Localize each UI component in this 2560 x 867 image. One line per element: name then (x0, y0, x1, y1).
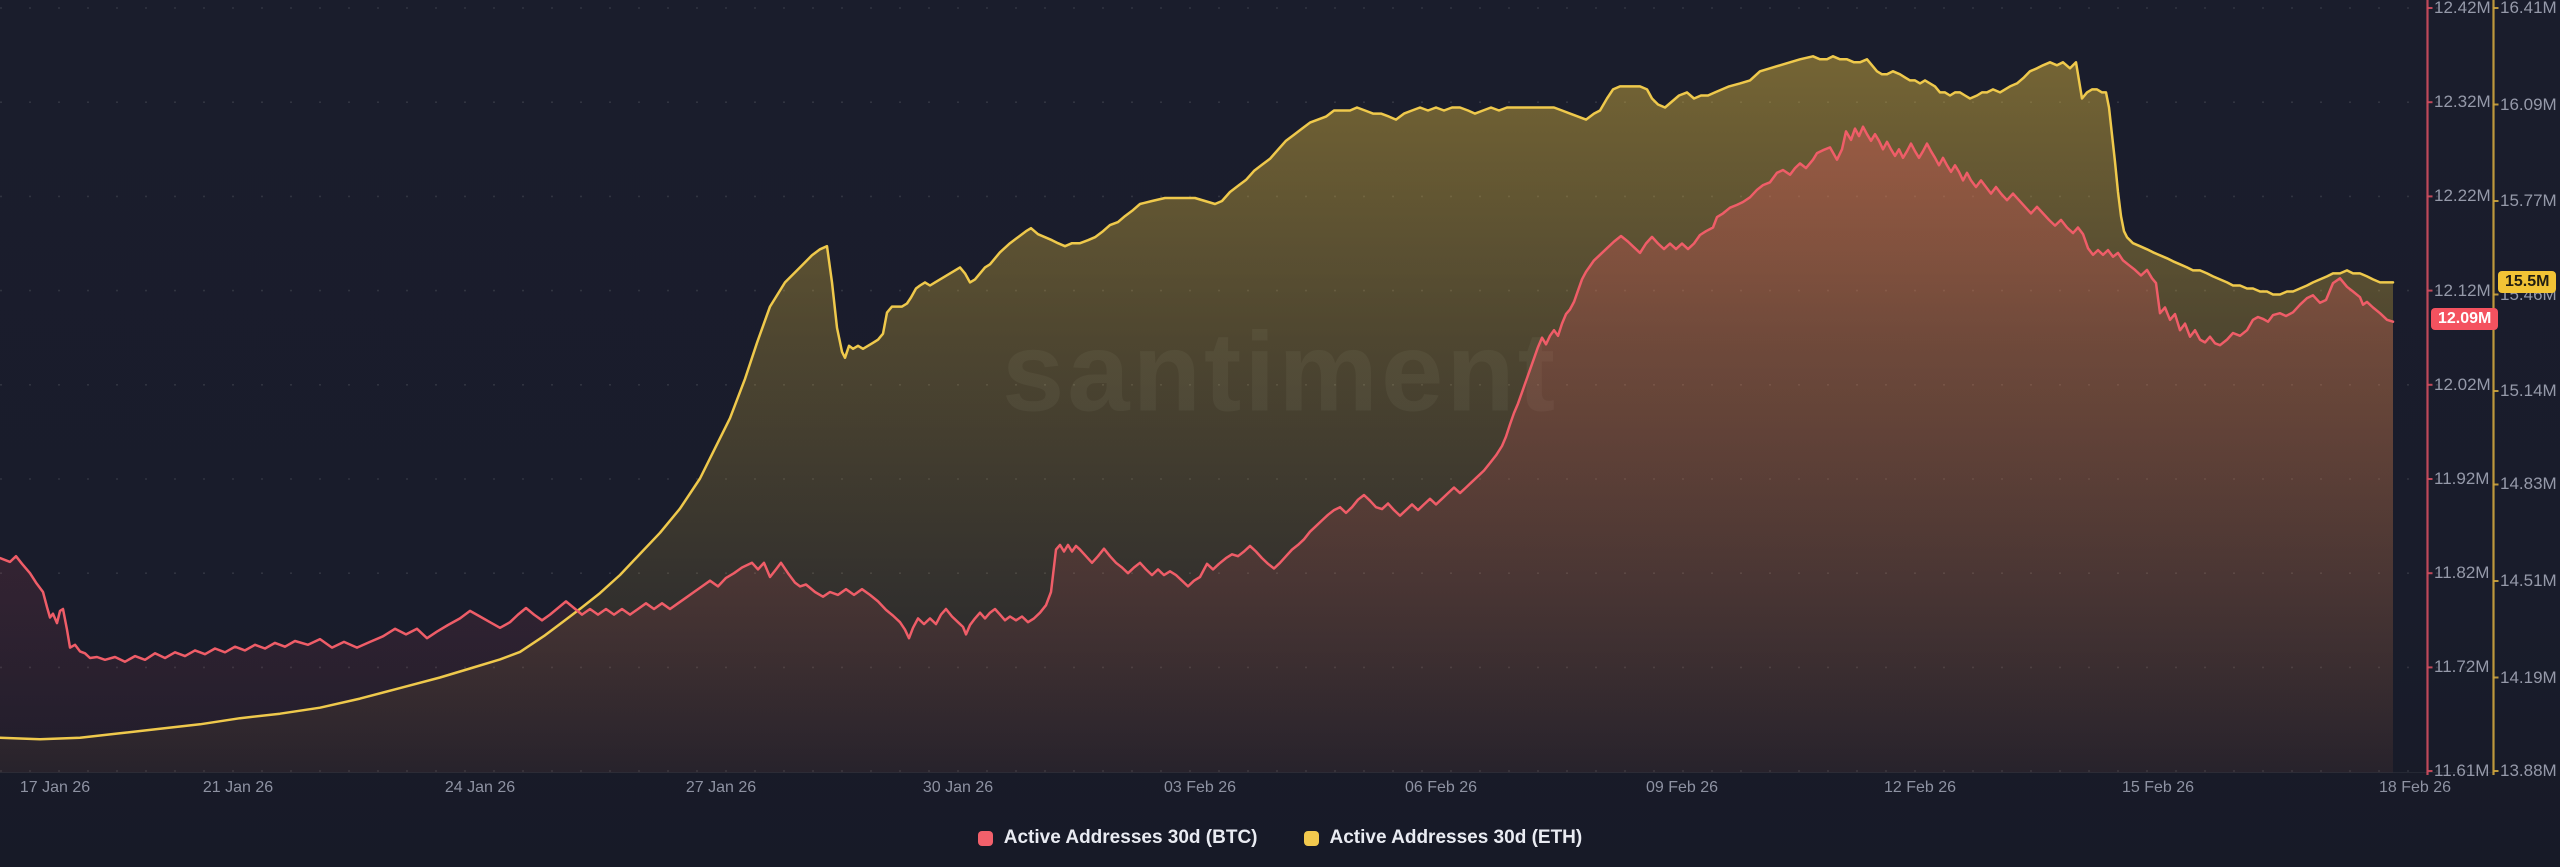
right-y-tick-label: 15.14M (2500, 381, 2557, 400)
date-tick-label: 12 Feb 26 (1883, 779, 1957, 796)
date-tick-label: 18 Feb 26 (2378, 779, 2452, 796)
date-tick-label: 27 Jan 26 (685, 779, 757, 796)
left-y-tick-label: 12.32M (2434, 92, 2491, 112)
btc-series-line (0, 125, 2395, 663)
legend-item-btc[interactable]: Active Addresses 30d (BTC) (977, 827, 1258, 849)
eth-series-line (0, 55, 2395, 741)
left-y-tick-label: 12.12M (2434, 280, 2491, 300)
left-y-tick-label: 11.72M (2434, 657, 2490, 677)
right-y-tick-label: 16.41M (2500, 0, 2557, 17)
eth-current-value-badge: 15.5M (2498, 271, 2557, 294)
date-tick-label: 09 Feb 26 (1645, 779, 1719, 796)
legend-label-btc: Active Addresses 30d (BTC) (1003, 827, 1258, 848)
legend: Active Addresses 30d (BTC) Active Addres… (0, 820, 2560, 856)
date-tick-label: 03 Feb 26 (1163, 779, 1237, 796)
legend-item-eth[interactable]: Active Addresses 30d (ETH) (1303, 827, 1583, 849)
date-tick-label: 15 Feb 26 (2121, 779, 2195, 796)
eth-series-swatch-icon (1303, 830, 1319, 846)
right-y-tick-label: 15.77M (2500, 191, 2557, 210)
left-y-tick-label: 11.82M (2434, 563, 2490, 583)
right-y-tick-label: 14.51M (2500, 571, 2557, 590)
left-y-tick-label: 12.02M (2434, 374, 2491, 394)
left-y-tick-label: 11.92M (2434, 468, 2490, 488)
right-y-tick-label: 14.83M (2500, 474, 2557, 494)
date-tick-label: 06 Feb 26 (1404, 779, 1478, 796)
date-tick-label: 24 Jan 26 (444, 779, 516, 796)
left-y-tick-label: 12.22M (2434, 186, 2491, 206)
date-tick-label: 30 Jan 26 (922, 779, 994, 796)
left-y-tick-label: 12.42M (2434, 0, 2491, 17)
btc-area-fill (0, 126, 2393, 773)
right-y-tick-label: 14.19M (2500, 667, 2557, 687)
date-tick-label: 21 Jan 26 (202, 779, 274, 796)
right-y-tick-label: 13.88M (2500, 761, 2557, 780)
btc-series-swatch-icon (977, 830, 993, 846)
date-tick-label: 17 Jan 26 (19, 779, 91, 796)
right-y-tick-label: 16.09M (2500, 94, 2557, 114)
btc-current-value-badge: 12.09M (2431, 307, 2499, 330)
legend-label-eth: Active Addresses 30d (ETH) (1329, 827, 1583, 848)
left-y-tick-label: 11.61M (2434, 761, 2490, 780)
